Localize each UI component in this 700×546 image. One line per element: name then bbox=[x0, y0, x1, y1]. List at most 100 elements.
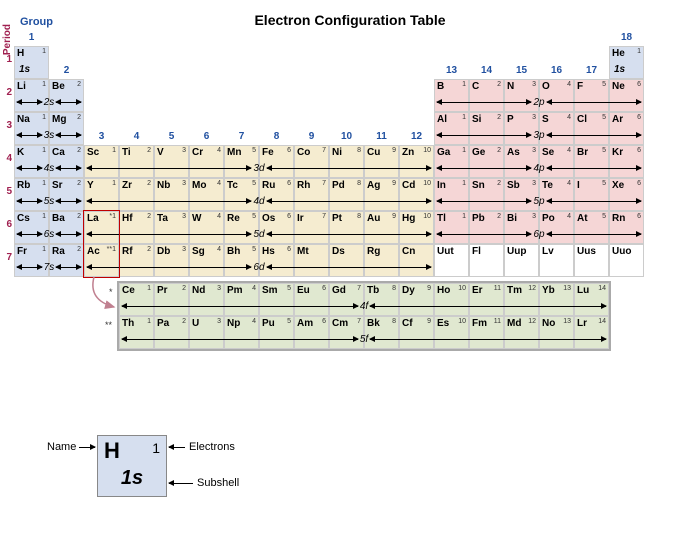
element-symbol: Pr bbox=[157, 285, 168, 296]
subshell-indicator: 1s bbox=[17, 62, 46, 76]
period-number: 7 bbox=[0, 252, 12, 263]
element-symbol: H bbox=[17, 48, 24, 59]
element-symbol: Sb bbox=[507, 180, 520, 191]
subshell-label: 6d bbox=[251, 262, 266, 273]
element-electron-count: 1 bbox=[42, 213, 46, 220]
element-symbol: Ds bbox=[332, 246, 345, 257]
group-number: 4 bbox=[119, 131, 154, 142]
period-number: 2 bbox=[0, 87, 12, 98]
element-symbol: Bk bbox=[367, 318, 380, 329]
element-electron-count: 6 bbox=[637, 180, 641, 187]
element-electron-count: 9 bbox=[427, 285, 431, 292]
element-symbol: Hs bbox=[262, 246, 275, 257]
element-cell: Uup bbox=[504, 244, 539, 277]
element-symbol: Os bbox=[262, 213, 275, 224]
element-electron-count: 2 bbox=[497, 213, 501, 220]
element-cell: Uuo bbox=[609, 244, 644, 277]
period-number: 6 bbox=[0, 219, 12, 230]
legend-subshell-label: Subshell bbox=[197, 477, 239, 489]
element-electron-count: 5 bbox=[287, 318, 291, 325]
element-symbol: Li bbox=[17, 81, 26, 92]
group-number: 2 bbox=[49, 65, 84, 76]
element-symbol: Ti bbox=[122, 147, 131, 158]
element-electron-count: 1 bbox=[112, 180, 116, 187]
element-electron-count: 6 bbox=[287, 180, 291, 187]
element-symbol: P bbox=[507, 114, 514, 125]
period-number: 1 bbox=[0, 54, 12, 65]
element-symbol: Uut bbox=[437, 246, 454, 257]
element-electron-count: 13 bbox=[563, 285, 571, 292]
subshell-label: 4s bbox=[42, 163, 57, 174]
element-symbol: Al bbox=[437, 114, 447, 125]
element-electron-count: 4 bbox=[252, 285, 256, 292]
element-symbol: Ga bbox=[437, 147, 450, 158]
element-symbol: B bbox=[437, 81, 444, 92]
element-electron-count: 8 bbox=[392, 285, 396, 292]
subshell-indicator: 4s bbox=[17, 161, 81, 175]
element-symbol: Zr bbox=[122, 180, 132, 191]
element-symbol: Bi bbox=[507, 213, 517, 224]
element-symbol: Hf bbox=[122, 213, 133, 224]
element-symbol: Tm bbox=[507, 285, 522, 296]
element-electron-count: 4 bbox=[567, 147, 571, 154]
element-symbol: Gd bbox=[332, 285, 346, 296]
group-number: 17 bbox=[574, 65, 609, 76]
element-electron-count: 8 bbox=[357, 213, 361, 220]
element-symbol: Eu bbox=[297, 285, 310, 296]
subshell-label: 6s bbox=[42, 229, 57, 240]
element-symbol: Zn bbox=[402, 147, 414, 158]
element-electron-count: 1 bbox=[462, 147, 466, 154]
element-symbol: Rn bbox=[612, 213, 625, 224]
subshell-label: 4p bbox=[531, 163, 546, 174]
subshell-label: 5d bbox=[251, 229, 266, 240]
element-electron-count: 3 bbox=[532, 147, 536, 154]
element-electron-count: 11 bbox=[494, 285, 501, 292]
element-electron-count: 1 bbox=[42, 147, 46, 154]
element-symbol: Uus bbox=[577, 246, 596, 257]
element-symbol: Tl bbox=[437, 213, 446, 224]
element-symbol: W bbox=[192, 213, 201, 224]
subshell-indicator: 4p bbox=[437, 161, 641, 175]
element-electron-count: 3 bbox=[217, 318, 221, 325]
element-electron-count: 2 bbox=[182, 285, 186, 292]
element-symbol: Se bbox=[542, 147, 554, 158]
element-symbol: U bbox=[192, 318, 199, 329]
subshell-label: 4d bbox=[251, 196, 266, 207]
element-symbol: Tb bbox=[367, 285, 379, 296]
group-number: 3 bbox=[84, 131, 119, 142]
element-symbol: Ca bbox=[52, 147, 65, 158]
element-symbol: Md bbox=[507, 318, 521, 329]
element-electron-count: 7 bbox=[357, 285, 361, 292]
element-symbol: Ne bbox=[612, 81, 625, 92]
element-electron-count: 2 bbox=[497, 81, 501, 88]
element-electron-count: **1 bbox=[107, 246, 116, 253]
element-electron-count: 1 bbox=[462, 114, 466, 121]
subshell-indicator: 7s bbox=[17, 260, 81, 274]
element-symbol: Pu bbox=[262, 318, 275, 329]
element-symbol: Be bbox=[52, 81, 65, 92]
element-symbol: Lr bbox=[577, 318, 587, 329]
subshell-label: 1s bbox=[612, 64, 627, 75]
subshell-indicator: 4f bbox=[122, 299, 606, 313]
element-electron-count: 6 bbox=[287, 246, 291, 253]
element-electron-count: 2 bbox=[182, 318, 186, 325]
subshell-indicator: 3p bbox=[437, 128, 641, 142]
element-electron-count: 5 bbox=[252, 147, 256, 154]
element-electron-count: 7 bbox=[322, 180, 326, 187]
element-symbol: Nb bbox=[157, 180, 170, 191]
element-electron-count: 6 bbox=[322, 285, 326, 292]
legend-name-label: Name bbox=[47, 441, 76, 453]
element-symbol: Cm bbox=[332, 318, 348, 329]
element-symbol: Ru bbox=[262, 180, 275, 191]
element-electron-count: 1 bbox=[112, 147, 116, 154]
legend-electrons-label: Electrons bbox=[189, 441, 235, 453]
element-cell: Uus bbox=[574, 244, 609, 277]
element-electron-count: 5 bbox=[252, 180, 256, 187]
element-electron-count: 3 bbox=[532, 180, 536, 187]
element-symbol: Es bbox=[437, 318, 449, 329]
element-symbol: F bbox=[577, 81, 583, 92]
element-symbol: Ar bbox=[612, 114, 623, 125]
group-number: 13 bbox=[434, 65, 469, 76]
element-electron-count: 10 bbox=[458, 285, 466, 292]
subshell-label: 3d bbox=[251, 163, 266, 174]
